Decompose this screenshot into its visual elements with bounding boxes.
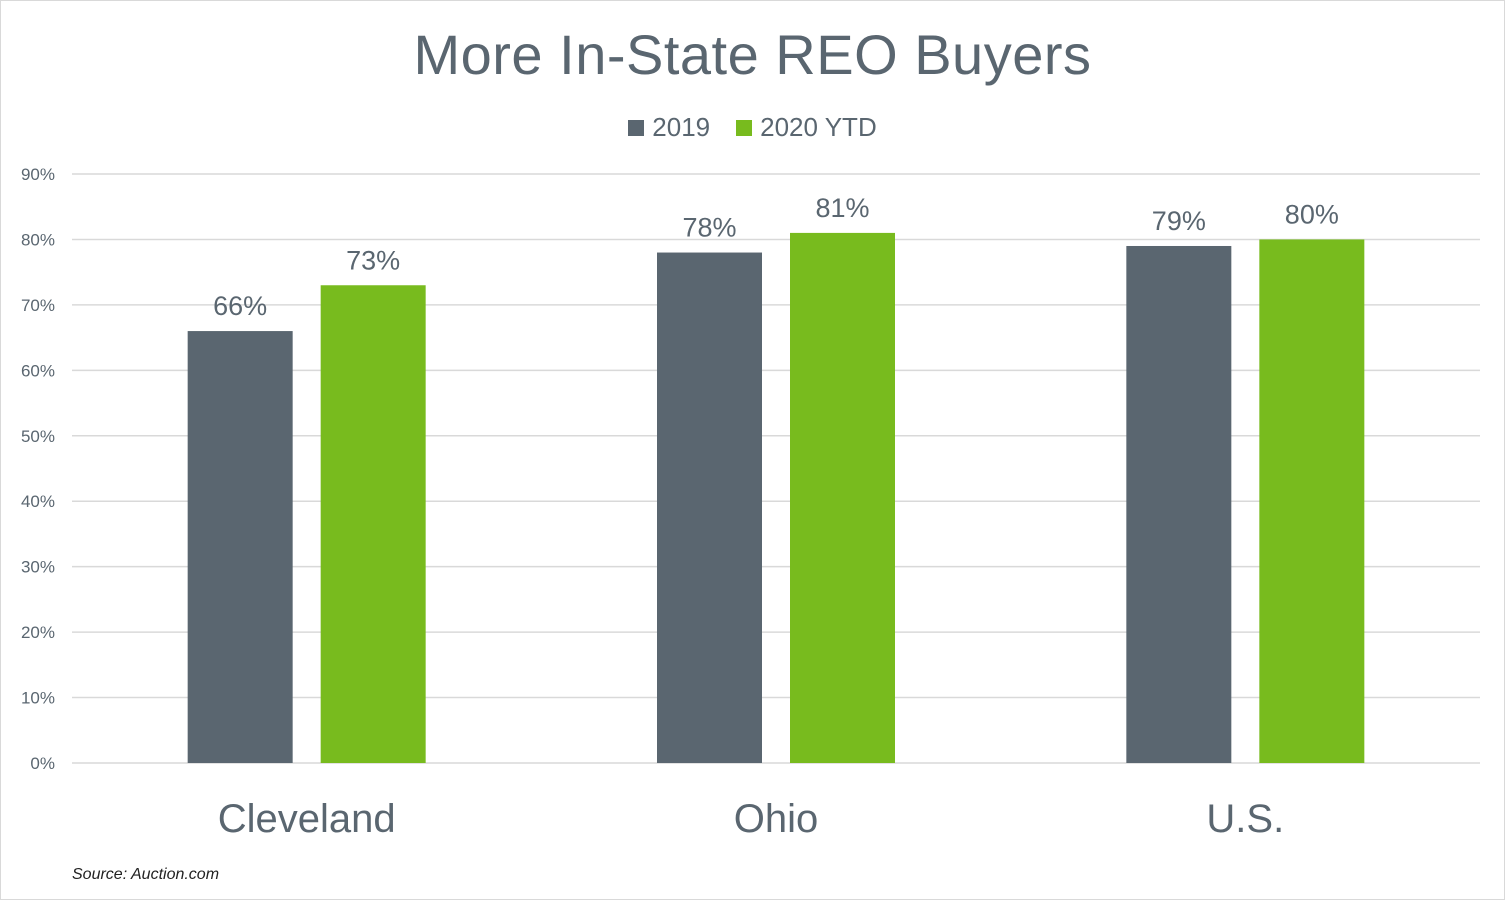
bar xyxy=(1126,245,1232,763)
x-tick-label: U.S. xyxy=(1206,797,1284,841)
y-tick-label: 90% xyxy=(21,165,55,184)
legend-item-2019: 2019 xyxy=(628,112,710,143)
chart-title: More In-State REO Buyers xyxy=(413,23,1092,86)
legend-label-2019: 2019 xyxy=(652,112,711,142)
bar xyxy=(790,232,895,763)
bar xyxy=(187,331,293,763)
data-label: 73% xyxy=(346,245,400,275)
y-tick-label: 80% xyxy=(21,230,55,249)
bar xyxy=(657,252,762,764)
y-tick-label: 60% xyxy=(21,361,55,380)
x-tick-label: Cleveland xyxy=(218,797,396,841)
y-tick-label: 10% xyxy=(21,689,55,708)
data-label: 81% xyxy=(815,193,869,223)
y-tick-label: 0% xyxy=(30,754,55,773)
source-note: Source: Auction.com xyxy=(72,866,220,883)
data-label: 79% xyxy=(1152,206,1206,236)
x-tick-label: Ohio xyxy=(734,797,819,841)
data-label: 80% xyxy=(1285,199,1339,229)
data-label: 66% xyxy=(213,291,267,321)
y-tick-label: 70% xyxy=(21,296,55,315)
y-tick-label: 50% xyxy=(21,427,55,446)
y-tick-label: 30% xyxy=(21,558,55,577)
legend-label-2020-ytd: 2020 YTD xyxy=(760,112,877,142)
legend-swatch-2019 xyxy=(628,119,645,136)
y-tick-label: 20% xyxy=(21,623,55,642)
legend: 2019 2020 YTD xyxy=(0,112,1505,143)
y-tick-label: 40% xyxy=(21,492,55,511)
data-label: 78% xyxy=(682,213,736,243)
legend-swatch-2020-ytd xyxy=(736,119,753,136)
bar xyxy=(320,285,426,763)
bar xyxy=(1259,239,1365,763)
legend-item-2020-ytd: 2020 YTD xyxy=(736,112,877,143)
